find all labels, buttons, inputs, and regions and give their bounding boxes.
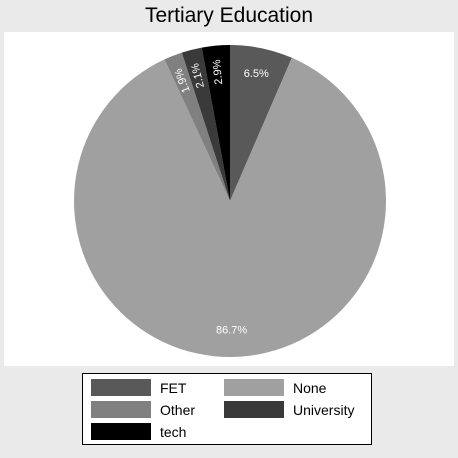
legend-label: FET bbox=[160, 380, 187, 396]
pie-chart: 6.5%86.7%1.9%2.1% 2.9% bbox=[74, 45, 387, 357]
legend-swatch bbox=[91, 401, 151, 418]
legend-swatch bbox=[224, 401, 284, 418]
legend-label: tech bbox=[160, 424, 187, 440]
pie-slice-university bbox=[181, 47, 230, 201]
legend-label: University bbox=[293, 402, 355, 418]
slice-label-tech: 2.9% bbox=[211, 59, 225, 85]
legend-swatch bbox=[91, 379, 151, 396]
plot-area: 6.5% 86.7% 1.9% 2.1% 2.9% bbox=[4, 32, 454, 366]
slice-label-fet: 6.5% bbox=[244, 68, 269, 80]
pie-slice-tech bbox=[201, 45, 230, 201]
pie-slice-fet bbox=[230, 45, 292, 201]
legend-label: None bbox=[293, 380, 327, 396]
legend-swatch bbox=[224, 379, 284, 396]
pie-slice-none bbox=[74, 57, 387, 357]
legend-label: Other bbox=[160, 402, 196, 418]
pie-slice-other bbox=[164, 52, 230, 202]
slice-label-none: 86.7% bbox=[216, 324, 247, 336]
legend-swatch bbox=[91, 423, 151, 440]
legend: FET None Other University tech bbox=[82, 373, 372, 445]
chart-title: Tertiary Education bbox=[144, 4, 314, 27]
